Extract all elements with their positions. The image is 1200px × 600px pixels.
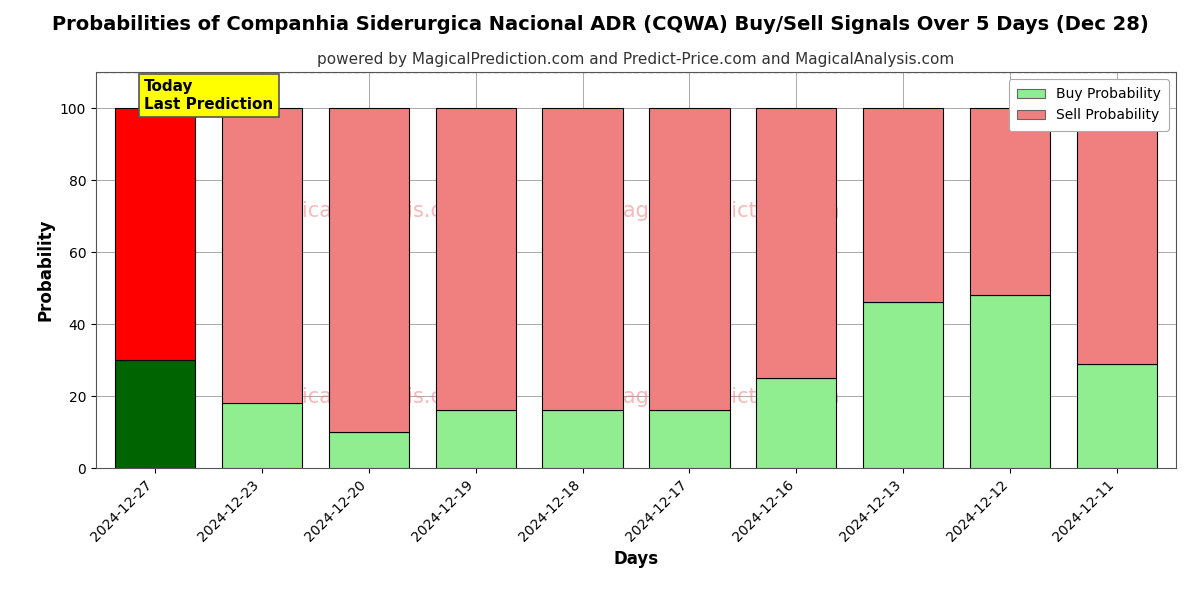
Text: Today
Last Prediction: Today Last Prediction [144,79,274,112]
Bar [115,108,194,360]
Title: powered by MagicalPrediction.com and Predict-Price.com and MagicalAnalysis.com: powered by MagicalPrediction.com and Pre… [317,52,955,67]
Bar [1078,108,1157,364]
Bar [1078,364,1157,468]
Bar [222,403,302,468]
Text: MagicalPrediction.com: MagicalPrediction.com [605,200,840,221]
Bar [970,295,1050,468]
Bar [970,108,1050,295]
Bar [863,302,943,468]
Text: Probabilities of Companhia Siderurgica Nacional ADR (CQWA) Buy/Sell Signals Over: Probabilities of Companhia Siderurgica N… [52,15,1148,34]
Bar [115,360,194,468]
Bar [436,410,516,468]
Bar [756,378,836,468]
Text: MagicalPrediction.com: MagicalPrediction.com [605,387,840,407]
Bar [649,108,730,410]
Bar [222,108,302,403]
Bar [542,108,623,410]
Bar [649,410,730,468]
Y-axis label: Probability: Probability [36,219,54,321]
Bar [329,432,409,468]
Bar [436,108,516,410]
X-axis label: Days: Days [613,550,659,568]
Bar [329,108,409,432]
Text: MagicalAnalysis.com: MagicalAnalysis.com [258,200,474,221]
Bar [756,108,836,378]
Text: MagicalAnalysis.com: MagicalAnalysis.com [258,387,474,407]
Bar [542,410,623,468]
Legend: Buy Probability, Sell Probability: Buy Probability, Sell Probability [1009,79,1169,131]
Bar [863,108,943,302]
